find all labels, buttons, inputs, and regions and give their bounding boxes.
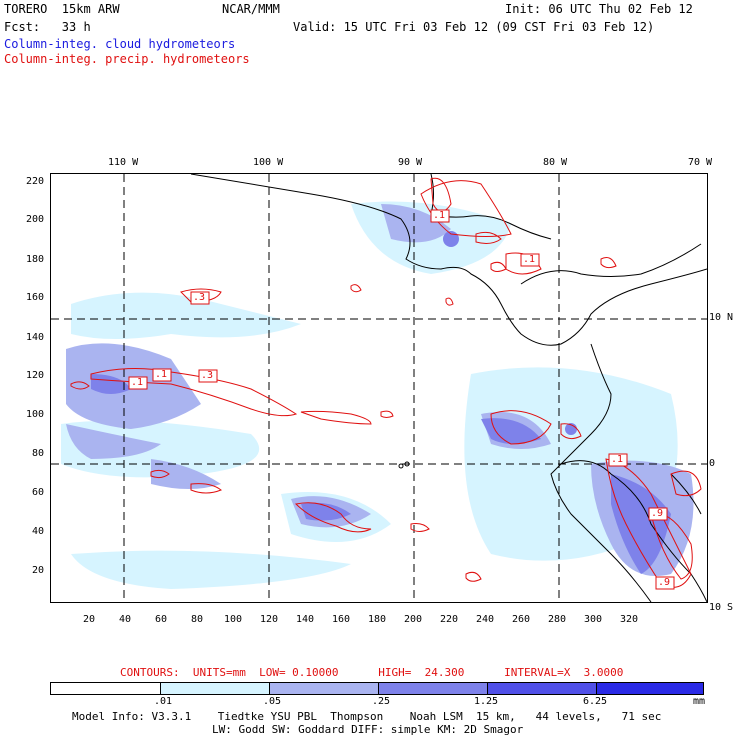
color-bar-segment <box>270 683 379 694</box>
y-tick: 140 <box>26 332 45 343</box>
model-physics: LW: Godd SW: Goddard DIFF: simple KM: 2D… <box>212 723 524 736</box>
contour-label: .9 <box>651 508 664 519</box>
cloud-shading-dark <box>91 231 671 574</box>
contour-label: .1 <box>155 369 168 380</box>
lon-label-90w: 90 W <box>398 157 423 168</box>
y-tick: 60 <box>32 487 45 498</box>
x-tick: 200 <box>404 614 423 625</box>
center-name: NCAR/MMM <box>222 2 280 16</box>
lon-label-80w: 80 W <box>543 157 568 168</box>
x-tick: 240 <box>476 614 495 625</box>
contours-info: CONTOURS: UNITS=mm LOW= 0.10000 HIGH= 24… <box>120 666 624 679</box>
color-bar-segment <box>161 683 270 694</box>
contour-label: .3 <box>193 292 206 303</box>
coastlines <box>190 174 707 602</box>
colorbar-label: .25 <box>372 696 391 707</box>
lat-label-10s: 10 S <box>709 602 734 613</box>
contour-label: .9 <box>658 577 671 588</box>
x-tick: 280 <box>548 614 567 625</box>
colorbar-label: .01 <box>154 696 173 707</box>
forecast-hour: Fcst: 33 h <box>4 20 91 34</box>
x-tick: 140 <box>296 614 315 625</box>
y-tick: 160 <box>26 292 45 303</box>
contour-label: .1 <box>611 454 624 465</box>
contour-label: .3 <box>201 370 214 381</box>
color-bar-segment <box>488 683 597 694</box>
contour-label: .1 <box>523 254 536 265</box>
lon-label-70w: 70 W <box>688 157 713 168</box>
x-tick: 40 <box>119 614 132 625</box>
x-tick: 20 <box>83 614 96 625</box>
x-tick: 320 <box>620 614 639 625</box>
lat-label-0: 0 <box>709 458 716 469</box>
model-title: TORERO 15km ARW <box>4 2 120 16</box>
valid-time: Valid: 15 UTC Fri 03 Feb 12 (09 CST Fri … <box>293 20 655 34</box>
y-tick: 20 <box>32 565 45 576</box>
x-tick: 260 <box>512 614 531 625</box>
contour-label: .1 <box>131 377 144 388</box>
model-info: Model Info: V3.3.1 Tiedtke YSU PBL Thomp… <box>72 710 662 723</box>
y-tick: 80 <box>32 448 45 459</box>
contour-label-boxes <box>128 209 675 590</box>
y-tick: 180 <box>26 254 45 265</box>
y-tick: 100 <box>26 409 45 420</box>
map-svg <box>51 174 707 602</box>
y-tick: 120 <box>26 370 45 381</box>
y-tick: 40 <box>32 526 45 537</box>
cloud-field-label: Column-integ. cloud hydrometeors <box>4 37 236 51</box>
contour-label: .1 <box>433 210 446 221</box>
x-tick: 220 <box>440 614 459 625</box>
x-tick: 120 <box>260 614 279 625</box>
y-tick: 200 <box>26 214 45 225</box>
colorbar-label: 1.25 <box>474 696 499 707</box>
x-tick: 60 <box>155 614 168 625</box>
x-tick: 100 <box>224 614 243 625</box>
init-time: Init: 06 UTC Thu 02 Feb 12 <box>505 2 693 16</box>
colorbar-label: .05 <box>263 696 282 707</box>
lon-label-110w: 110 W <box>108 157 139 168</box>
y-tick: 220 <box>26 176 45 187</box>
x-tick: 300 <box>584 614 603 625</box>
color-bar-segment <box>379 683 488 694</box>
x-tick: 80 <box>191 614 204 625</box>
color-bar-segment <box>51 683 161 694</box>
color-bar-segment <box>597 683 703 694</box>
x-tick: 160 <box>332 614 351 625</box>
map-plot[interactable]: .1 .1 .3 .1 .1 .3 .1 .9 .9 <box>50 173 708 603</box>
colorbar-unit: mm <box>693 696 706 707</box>
colorbar-label: 6.25 <box>583 696 608 707</box>
lon-label-100w: 100 W <box>253 157 284 168</box>
lat-label-10n: 10 N <box>709 312 734 323</box>
x-tick: 180 <box>368 614 387 625</box>
color-bar <box>50 682 704 695</box>
precip-field-label: Column-integ. precip. hydrometeors <box>4 52 250 66</box>
